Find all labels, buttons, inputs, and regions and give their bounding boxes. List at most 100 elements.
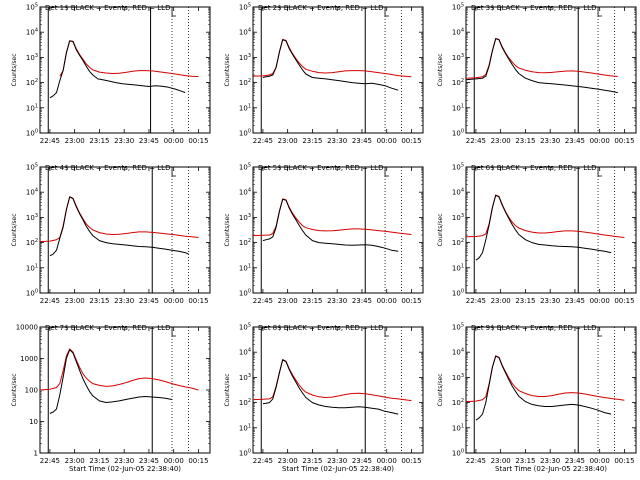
x-tick-label: 23:00 (278, 457, 298, 465)
y-tick-label: 1000 (20, 355, 38, 363)
y-tick-label: 102 (26, 238, 38, 247)
series-line-lld (39, 348, 199, 391)
panel-5: Det 5$ BLACK = Events, RED = LLD Counts/s… (224, 163, 424, 305)
x-tick-label: 23:15 (302, 137, 322, 145)
y-axis-label: Counts/sec (437, 53, 444, 86)
plot-frame (252, 6, 424, 134)
y-tick-label: 101 (239, 423, 251, 432)
panel-3: Det 3$ BLACK = Events, RED = LLD Counts/s… (437, 3, 637, 145)
y-tick-label: 104 (239, 28, 251, 37)
y-tick-label: 105 (452, 163, 464, 172)
plot-frame (39, 6, 211, 134)
panel-title: Det 4$ BLACK = Events, RED = LLD (45, 164, 170, 172)
x-tick-label: 00:15 (401, 457, 421, 465)
y-tick-label: 101 (452, 263, 464, 272)
series-line-events (49, 349, 173, 414)
y-axis-label: Counts/sec (11, 53, 18, 86)
y-tick-label: 104 (452, 348, 464, 357)
x-tick-label: 00:00 (164, 297, 184, 305)
series-line-lld (465, 194, 625, 238)
y-tick-label: 105 (239, 323, 251, 332)
y-tick-label: 105 (452, 323, 464, 332)
x-tick-label: 23:00 (65, 137, 85, 145)
plot-frame (39, 166, 211, 294)
x-tick-label: 00:15 (614, 137, 634, 145)
y-tick-label: 100 (26, 289, 38, 298)
y-tick-label: 103 (452, 53, 464, 62)
panel-title: Det 9$ BLACK = Events, RED = LLD (471, 324, 596, 332)
x-tick-label: 22:45 (253, 457, 273, 465)
y-axis-label: Counts/sec (224, 53, 231, 86)
panel-2: Det 2$ BLACK = Events, RED = LLD Counts/s… (224, 3, 424, 145)
y-axis-label: Counts/sec (11, 373, 18, 406)
interval-bracket (597, 168, 603, 177)
panel-6: Det 6$ BLACK = Events, RED = LLD Counts/s… (437, 163, 637, 305)
x-tick-label: 23:15 (89, 137, 109, 145)
y-tick-label: 100 (26, 129, 38, 138)
series-line-lld (252, 38, 412, 78)
x-axis-label: Start Time (02-Jun-05 22:38:40) (282, 465, 394, 473)
x-tick-label: 22:45 (40, 297, 60, 305)
y-tick-label: 103 (452, 373, 464, 382)
x-tick-label: 23:30 (327, 137, 347, 145)
x-tick-label: 23:30 (540, 297, 560, 305)
y-tick-label: 100 (239, 449, 251, 458)
y-tick-label: 103 (26, 213, 38, 222)
x-tick-label: 23:00 (491, 297, 511, 305)
x-axis-label: Start Time (02-Jun-05 22:38:40) (495, 465, 607, 473)
x-tick-label: 23:45 (352, 457, 372, 465)
x-tick-label: 00:15 (188, 297, 208, 305)
y-tick-label: 10000 (16, 324, 38, 332)
x-tick-label: 22:45 (466, 137, 486, 145)
y-tick-label: 101 (239, 103, 251, 112)
y-axis-label: Counts/sec (224, 373, 231, 406)
x-tick-label: 00:00 (164, 137, 184, 145)
series-line-events (262, 359, 399, 415)
x-tick-label: 22:45 (40, 457, 60, 465)
series-line-lld (59, 40, 199, 77)
x-tick-label: 00:15 (188, 137, 208, 145)
x-tick-label: 23:45 (565, 137, 585, 145)
y-tick-label: 102 (452, 78, 464, 87)
series-line-lld (252, 359, 412, 402)
y-tick-label: 102 (452, 398, 464, 407)
x-tick-label: 23:15 (89, 457, 109, 465)
x-tick-label: 23:00 (491, 137, 511, 145)
y-tick-label: 105 (239, 3, 251, 12)
y-tick-label: 103 (239, 373, 251, 382)
x-tick-label: 23:15 (515, 457, 535, 465)
x-tick-label: 23:00 (278, 297, 298, 305)
y-axis-label: Counts/sec (11, 213, 18, 246)
y-tick-label: 102 (239, 238, 251, 247)
panel-title: Det 2$ BLACK = Events, RED = LLD (258, 4, 383, 12)
x-tick-label: 00:15 (614, 457, 634, 465)
series-line-events (49, 196, 189, 257)
interval-bracket (171, 8, 177, 17)
x-tick-label: 00:00 (590, 297, 610, 305)
series-line-events (475, 355, 612, 421)
series-line-lld (39, 196, 199, 243)
x-tick-label: 00:00 (377, 297, 397, 305)
y-tick-label: 104 (26, 28, 38, 37)
x-axis-label: Start Time (02-Jun-05 22:38:40) (69, 465, 181, 473)
series-line-lld (465, 355, 625, 403)
x-tick-label: 23:45 (565, 297, 585, 305)
interval-bracket (597, 8, 603, 17)
x-tick-label: 00:00 (590, 457, 610, 465)
panel-title: Det 6$ BLACK = Events, RED = LLD (471, 164, 596, 172)
x-tick-label: 23:45 (352, 297, 372, 305)
x-tick-label: 23:30 (114, 137, 134, 145)
x-tick-label: 23:30 (114, 297, 134, 305)
panel-7: Det 7$ BLACK = Events, RED = LLD Counts/s… (11, 324, 211, 473)
interval-bracket (384, 168, 390, 177)
x-tick-label: 00:00 (377, 137, 397, 145)
x-tick-label: 23:15 (302, 297, 322, 305)
x-tick-label: 22:45 (40, 137, 60, 145)
y-tick-label: 101 (26, 103, 38, 112)
x-tick-label: 23:30 (540, 457, 560, 465)
x-tick-label: 00:15 (188, 457, 208, 465)
y-tick-label: 104 (452, 28, 464, 37)
y-tick-label: 102 (452, 238, 464, 247)
plot-frame (465, 326, 637, 454)
